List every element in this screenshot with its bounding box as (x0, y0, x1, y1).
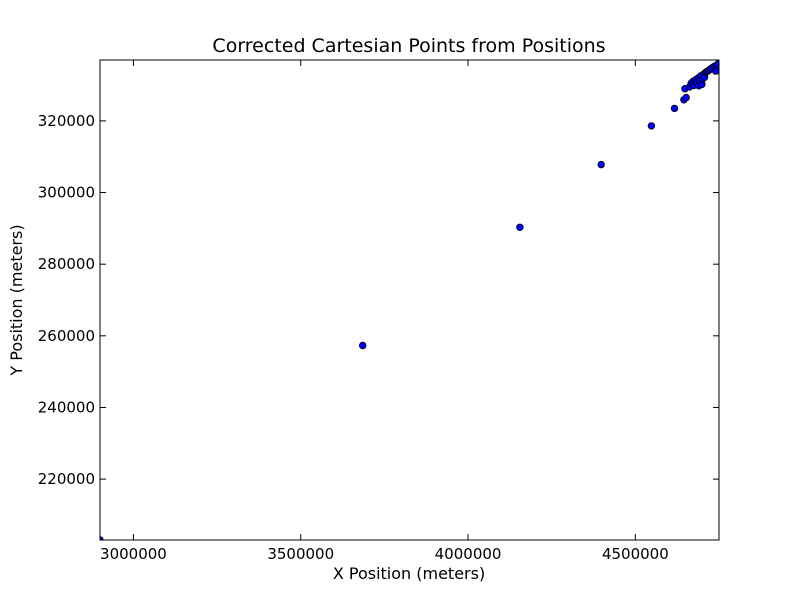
y-tick-label: 260000 (38, 327, 95, 345)
y-axis-ticks: 220000 240000 260000 280000 300000 320000 (38, 112, 719, 488)
x-tick-label: 4500000 (602, 545, 669, 563)
y-axis-label: Y Position (meters) (7, 224, 26, 376)
data-point (712, 67, 719, 75)
data-point (359, 341, 367, 350)
x-axis-ticks: 3000000 3500000 4000000 4500000 (100, 60, 669, 563)
x-tick-label: 4000000 (435, 545, 502, 563)
x-tick-label: 3500000 (267, 545, 334, 563)
y-tick-label: 280000 (38, 255, 95, 273)
data-point (100, 536, 104, 540)
data-point (597, 160, 605, 169)
y-tick-label: 300000 (38, 184, 95, 202)
data-points (100, 60, 719, 540)
y-tick-label: 320000 (38, 112, 95, 130)
x-tick-label: 3000000 (100, 545, 167, 563)
chart-title: Corrected Cartesian Points from Position… (212, 35, 605, 57)
y-tick-label: 240000 (38, 398, 95, 416)
data-point (670, 104, 679, 113)
y-tick-label: 220000 (38, 470, 95, 488)
x-axis-label: X Position (meters) (333, 564, 485, 583)
data-point (516, 223, 524, 231)
data-point (682, 93, 690, 102)
plot-area-frame (99, 59, 720, 541)
data-point (647, 122, 656, 130)
